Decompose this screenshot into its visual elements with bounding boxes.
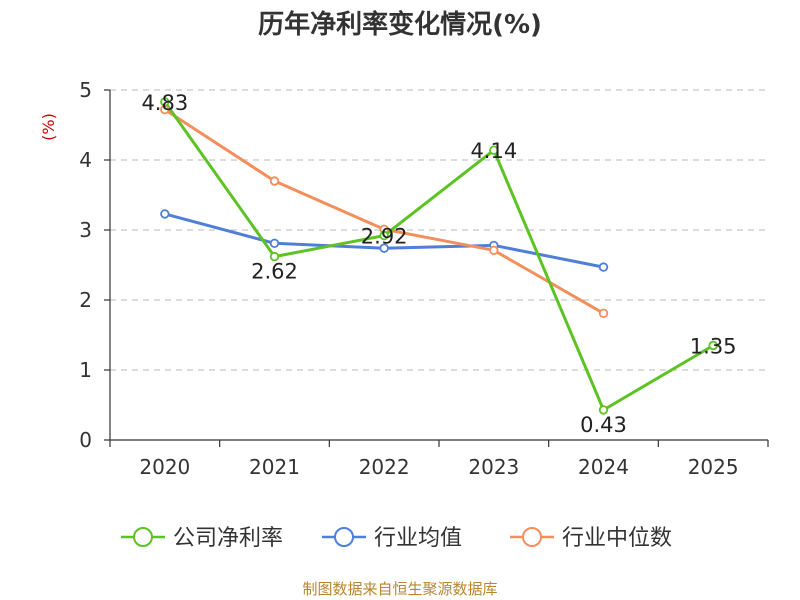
series-points: [160, 97, 718, 415]
data-point: [160, 209, 170, 219]
x-tick-label: 2025: [688, 455, 739, 479]
legend-swatch-marker: [334, 527, 354, 547]
legend-swatch-marker: [133, 527, 153, 547]
series-line: [164, 108, 605, 315]
legend-item: 行业均值: [322, 526, 462, 551]
data-label: 4.83: [141, 91, 188, 115]
legend-label: 公司净利率: [173, 526, 283, 551]
legend-label: 行业中位数: [562, 526, 672, 551]
x-tick-label: 2020: [139, 455, 190, 479]
x-tick-label: 2021: [249, 455, 300, 479]
legend: 公司净利率 行业均值 行业中位数: [121, 526, 672, 551]
data-point: [708, 340, 718, 351]
data-label: 0.43: [580, 413, 627, 437]
y-tick-label: 1: [79, 358, 92, 382]
data-point: [269, 238, 280, 248]
data-point: [489, 145, 499, 155]
x-tick-label: 2024: [578, 455, 629, 479]
legend-swatch-marker: [522, 527, 542, 547]
data-label: 2.62: [251, 260, 298, 284]
y-tick-label: 2: [79, 288, 92, 312]
data-point: [598, 308, 609, 318]
data-point: [269, 176, 280, 186]
axes: 0 1 2 3 4 5 2020 2021 2022 2023 2024 2025: [79, 78, 769, 479]
y-tick-label: 0: [79, 428, 92, 452]
data-labels: 4.83 2.62 2.92 4.14 0.43 1.35: [141, 91, 736, 437]
data-point: [269, 251, 280, 262]
legend-item: 公司净利率: [121, 526, 283, 551]
y-tick-label: 3: [79, 218, 92, 242]
data-point: [160, 97, 170, 107]
y-axis-label: (%): [39, 113, 58, 141]
x-tick-label: 2023: [468, 455, 519, 479]
y-tick-label: 4: [79, 148, 92, 172]
series-lines: [163, 101, 714, 412]
data-point: [598, 262, 609, 272]
chart-title: 历年净利率变化情况(%): [258, 10, 542, 40]
data-label: 2.92: [361, 225, 408, 249]
data-point: [489, 245, 499, 255]
y-tick-label: 5: [79, 78, 92, 102]
legend-item: 行业中位数: [510, 526, 672, 551]
data-label: 4.14: [470, 139, 517, 163]
series-line: [163, 101, 714, 412]
data-point: [598, 405, 609, 415]
source-text: 制图数据来自恒生聚源数据库: [302, 580, 498, 598]
data-point: [379, 243, 389, 253]
data-label: 1.35: [690, 335, 737, 359]
data-point: [379, 230, 389, 241]
gridlines: [110, 89, 768, 371]
x-tick-label: 2022: [359, 455, 410, 479]
legend-label: 行业均值: [374, 526, 462, 551]
